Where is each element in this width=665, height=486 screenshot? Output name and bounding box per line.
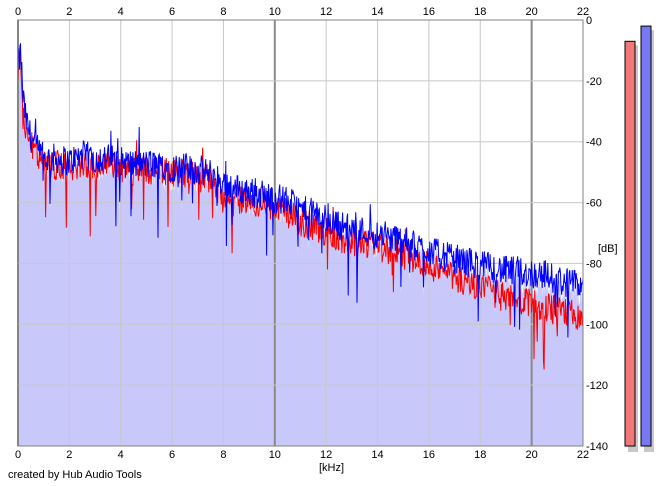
x-tick-label-bottom: 16 [423,449,435,461]
x-tick-label-bottom: 2 [66,449,72,461]
x-tick-label-top: 8 [220,6,226,18]
x-tick-label-top: 16 [423,6,435,18]
x-tick-label-bottom: 18 [474,449,486,461]
series-layer [17,43,584,370]
y-tick-label: 0 [586,15,592,27]
x-tick-label-bottom: 12 [320,449,332,461]
y-tick-label: -80 [586,258,602,270]
x-tick-label-top: 14 [371,6,383,18]
y-tick-label: -100 [586,319,608,331]
x-tick-label-bottom: 0 [15,449,21,461]
y-tick-label: -40 [586,137,602,149]
x-tick-label-bottom: 22 [577,449,589,461]
x-tick-label-top: 2 [66,6,72,18]
x-tick-label-bottom: 8 [220,449,226,461]
y-tick-label: -60 [586,198,602,210]
x-tick-label-bottom: 6 [169,449,175,461]
y-tick-label: -20 [586,76,602,88]
red-channel-line [17,50,584,370]
x-tick-label-top: 10 [269,6,281,18]
x-tick-label-top: 6 [169,6,175,18]
x-axis-label: [kHz] [319,462,344,474]
plot-frame [17,19,584,447]
x-tick-label-top: 20 [526,6,538,18]
x-tick-label-top: 4 [118,6,124,18]
footer-credit: created by Hub Audio Tools [8,469,142,481]
labels-layer: [dB] [kHz] created by Hub Audio Tools [8,243,618,481]
spectrum-fill-layer [18,52,583,446]
y-tick-label: -120 [586,380,608,392]
x-tick-label-bottom: 10 [269,449,281,461]
x-tick-label-bottom: 20 [526,449,538,461]
level-meters [624,25,654,453]
spectrum-fill-area [18,52,583,446]
x-tick-label-top: 0 [15,6,21,18]
y-axis-label: [dB] [598,243,618,255]
x-tick-label-top: 22 [577,6,589,18]
x-tick-label-bottom: 14 [371,449,383,461]
x-tick-label-bottom: 4 [118,449,124,461]
left-level-meter [624,40,636,447]
axes-layer: 002244668810101212141416161818202022220-… [15,6,608,461]
y-tick-label: -140 [586,441,608,453]
x-tick-label-top: 18 [474,6,486,18]
blue-channel-line [17,43,584,338]
right-level-meter [640,25,652,447]
x-tick-label-top: 12 [320,6,332,18]
